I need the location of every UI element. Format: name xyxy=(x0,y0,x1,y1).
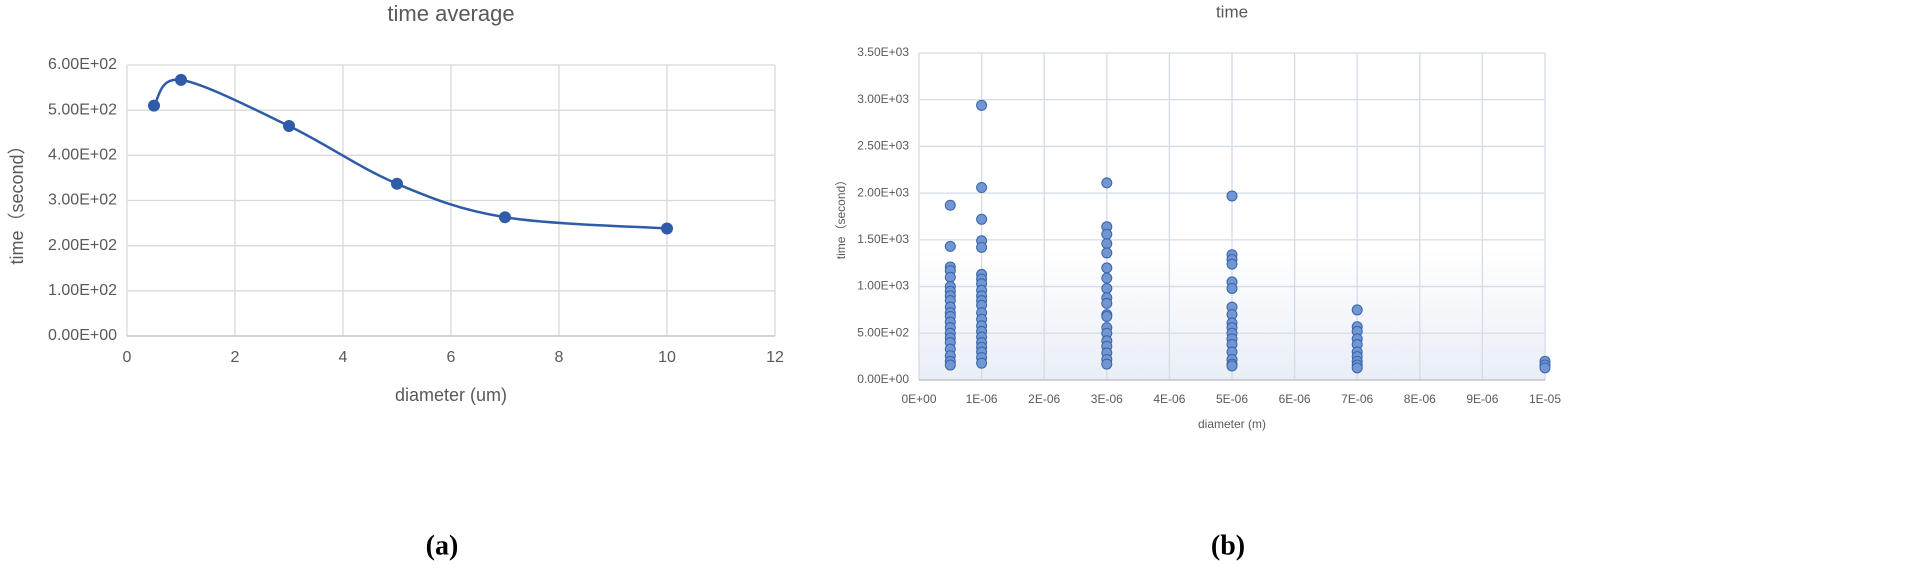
x-tick-label: 12 xyxy=(766,349,784,366)
caption: (b) xyxy=(1211,530,1245,561)
x-tick-label: 2 xyxy=(231,349,240,366)
x-tick-label: 5E-06 xyxy=(1216,392,1248,406)
point xyxy=(1351,362,1363,374)
chart-title: time xyxy=(1216,2,1248,21)
y-tick-label: 2.00E+03 xyxy=(857,185,909,199)
y-tick-label: 5.00E+02 xyxy=(857,325,909,339)
point xyxy=(976,357,988,369)
y-tick-label: 1.50E+03 xyxy=(857,232,909,246)
y-tick-label: 4.00E+02 xyxy=(48,147,117,164)
point xyxy=(1101,310,1113,322)
point xyxy=(1101,247,1113,259)
point xyxy=(944,240,956,252)
chart-title: time average xyxy=(387,1,514,26)
y-tick-label: 2.50E+03 xyxy=(857,139,909,153)
y-axis-label: time（second） xyxy=(834,174,848,259)
marker xyxy=(499,211,511,224)
x-tick-label: 4 xyxy=(339,349,348,366)
x-tick-label: 2E-06 xyxy=(1028,392,1060,406)
point xyxy=(1101,297,1113,309)
x-tick-label: 7E-06 xyxy=(1341,392,1373,406)
point xyxy=(1539,362,1551,374)
x-tick-label: 9E-06 xyxy=(1466,392,1498,406)
x-tick-label: 8 xyxy=(555,349,564,366)
x-tick-label: 6E-06 xyxy=(1279,392,1311,406)
caption: (a) xyxy=(426,530,459,561)
point xyxy=(1101,228,1113,240)
point xyxy=(1226,360,1238,372)
marker xyxy=(661,222,673,235)
x-axis-label: diameter (um) xyxy=(395,385,507,405)
point xyxy=(1226,258,1238,270)
x-tick-label: 1E-06 xyxy=(966,392,998,406)
point xyxy=(1101,262,1113,274)
y-tick-label: 2.00E+02 xyxy=(48,237,117,254)
marker xyxy=(148,99,160,112)
y-tick-label: 3.00E+02 xyxy=(48,192,117,209)
point xyxy=(976,182,988,194)
point xyxy=(976,241,988,253)
point xyxy=(1101,238,1113,250)
point xyxy=(1101,282,1113,294)
point xyxy=(1226,282,1238,294)
x-tick-label: 4E-06 xyxy=(1153,392,1185,406)
point xyxy=(1226,190,1238,202)
y-tick-label: 1.00E+03 xyxy=(857,279,909,293)
point xyxy=(1101,177,1113,189)
y-axis-label: time（second） xyxy=(7,136,27,264)
marker xyxy=(391,177,403,190)
x-tick-label: 0 xyxy=(123,349,132,366)
point xyxy=(944,359,956,371)
x-tick-label: 6 xyxy=(447,349,456,366)
x-tick-label: 1E-05 xyxy=(1529,392,1561,406)
y-tick-label: 6.00E+02 xyxy=(48,56,117,73)
marker xyxy=(175,73,187,86)
x-tick-label: 10 xyxy=(658,349,676,366)
point xyxy=(944,199,956,211)
x-tick-label: 0E+00 xyxy=(901,392,936,406)
point xyxy=(976,213,988,225)
line xyxy=(152,78,668,230)
y-tick-label: 3.50E+03 xyxy=(857,45,909,59)
point xyxy=(1351,304,1363,316)
point xyxy=(976,99,988,111)
y-tick-label: 0.00E+00 xyxy=(857,372,909,386)
point xyxy=(1101,358,1113,370)
x-tick-label: 3E-06 xyxy=(1091,392,1123,406)
y-tick-label: 0.00E+00 xyxy=(48,327,117,344)
y-tick-label: 3.00E+03 xyxy=(857,92,909,106)
x-tick-label: 8E-06 xyxy=(1404,392,1436,406)
point xyxy=(1101,272,1113,284)
y-tick-label: 5.00E+02 xyxy=(48,101,117,118)
marker xyxy=(283,119,295,132)
point xyxy=(944,271,956,283)
x-axis-label: diameter (m) xyxy=(1198,417,1266,431)
y-tick-label: 1.00E+02 xyxy=(48,282,117,299)
